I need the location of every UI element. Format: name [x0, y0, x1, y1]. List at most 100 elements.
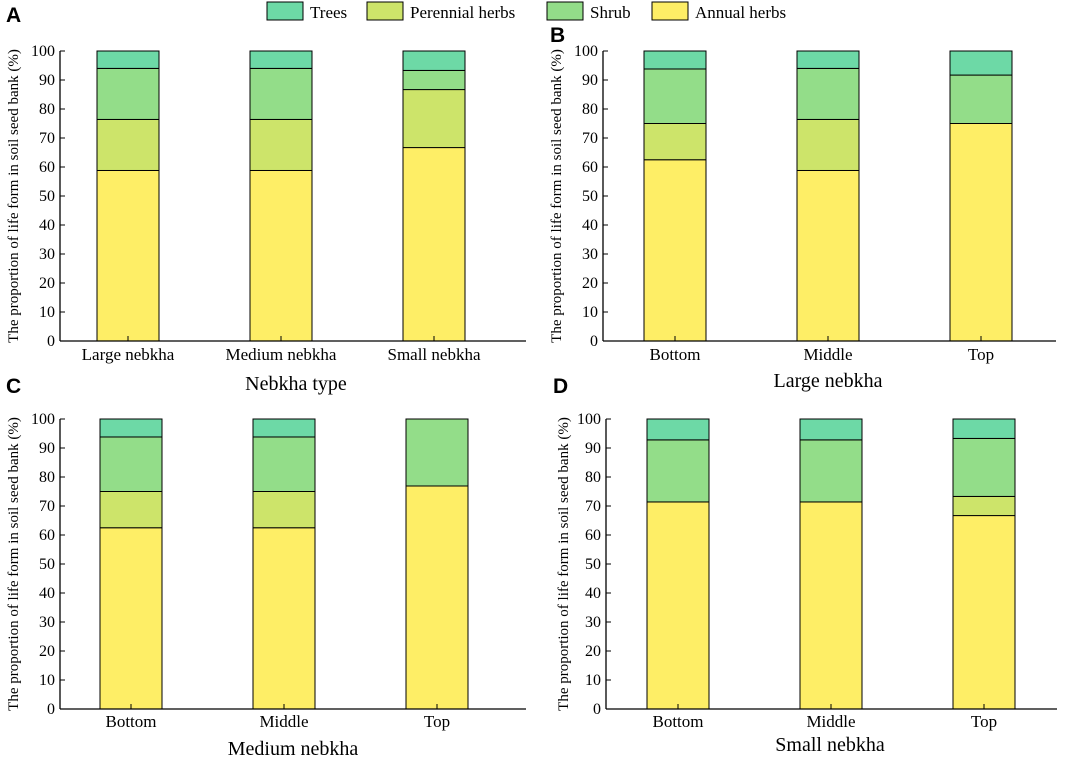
bar-stack [796, 50, 860, 342]
legend-swatch [651, 1, 689, 21]
bar-segment-shrub [646, 439, 710, 503]
y-tick-label: 50 [39, 188, 55, 205]
y-tick-label: 40 [582, 217, 598, 234]
legend-item-annual-herbs: Annual herbs [651, 1, 786, 22]
y-tick-label: 10 [585, 672, 601, 689]
bar-segment-annual-herbs [949, 123, 1013, 342]
bar-segment-perennial-herbs [252, 491, 316, 529]
y-ticks: 0 10 20 30 40 50 60 70 80 90 100 [577, 411, 611, 718]
x-category-label: Middle [259, 712, 308, 731]
y-tick-label: 40 [39, 217, 55, 234]
legend-item-perennial-herbs: Perennial herbs [366, 1, 515, 22]
panel-d: D 0 10 20 30 40 50 60 70 80 90 100 Bottom Middle Top Sm… [553, 375, 1057, 756]
panel-c: C 0 10 20 30 40 50 60 70 80 90 100 Bottom Middle Top Me… [6, 375, 526, 757]
x-category-label: Bottom [649, 345, 700, 364]
y-ticks: 0 10 20 30 40 50 60 70 80 90 100 [31, 411, 65, 718]
legend-label: Shrub [590, 3, 631, 22]
bar-stack [405, 418, 469, 710]
y-tick-label: 0 [593, 701, 601, 718]
y-tick-label: 70 [582, 130, 598, 147]
y-tick-label: 80 [582, 101, 598, 118]
y-tick-label: 30 [39, 246, 55, 263]
y-tick-label: 0 [47, 701, 55, 718]
bar-segment-shrub [249, 67, 313, 120]
y-tick-label: 30 [585, 614, 601, 631]
panel-a: A 0 10 20 30 40 50 60 70 80 90 100 Large nebkha Mediu… [6, 4, 526, 395]
bar-segment-annual-herbs [252, 527, 316, 710]
y-tick-label: 90 [582, 72, 598, 89]
bar-segment-perennial-herbs [402, 89, 466, 149]
legend-item-trees: Trees [266, 1, 347, 22]
bars [99, 418, 469, 710]
y-tick-label: 60 [582, 159, 598, 176]
x-axis-title: Medium nebkha [228, 738, 359, 757]
legend-label: Annual herbs [695, 3, 786, 22]
bar-stack [252, 418, 316, 710]
x-axis-title: Large nebkha [773, 370, 882, 392]
y-axis-title: The proportion of life form in soil seed… [549, 49, 565, 343]
x-category-label: Top [971, 712, 997, 731]
y-tick-label: 30 [39, 614, 55, 631]
bar-segment-shrub [796, 67, 860, 120]
y-tick-label: 50 [582, 188, 598, 205]
bars [643, 50, 1013, 342]
bar-segment-trees [96, 50, 160, 69]
bar-segment-perennial-herbs [96, 118, 160, 171]
y-tick-label: 100 [31, 43, 55, 60]
bar-segment-annual-herbs [249, 169, 313, 342]
panel-letter: D [553, 375, 568, 398]
bar-segment-trees [796, 50, 860, 69]
bar-segment-annual-herbs [796, 169, 860, 342]
x-category-label: Top [424, 712, 450, 731]
x-axis-title: Nebkha type [245, 373, 347, 395]
y-axis-title: The proportion of life form in soil seed… [556, 417, 572, 711]
bars [646, 418, 1016, 710]
bars [96, 50, 466, 342]
y-tick-label: 60 [39, 159, 55, 176]
y-tick-label: 10 [39, 672, 55, 689]
y-tick-label: 90 [39, 72, 55, 89]
y-tick-label: 40 [39, 585, 55, 602]
bar-segment-trees [646, 418, 710, 441]
legend: Trees Perennial herbs Shrub Annual herbs [266, 1, 786, 22]
bar-segment-shrub [643, 68, 707, 125]
bar-segment-annual-herbs [646, 501, 710, 710]
bar-segment-shrub [99, 436, 163, 493]
bar-segment-shrub [799, 439, 863, 503]
y-ticks: 0 10 20 30 40 50 60 70 80 90 100 [31, 43, 65, 350]
y-tick-label: 100 [31, 411, 55, 428]
bar-segment-annual-herbs [799, 501, 863, 710]
bar-segment-shrub [949, 74, 1013, 124]
bar-segment-trees [249, 50, 313, 69]
bar-segment-shrub [405, 418, 469, 487]
y-tick-label: 20 [585, 643, 601, 660]
x-axis-title: Small nebkha [775, 734, 885, 756]
bar-segment-annual-herbs [96, 169, 160, 342]
y-tick-label: 70 [39, 498, 55, 515]
bar-segment-annual-herbs [402, 147, 466, 342]
bar-stack [646, 418, 710, 710]
y-ticks: 0 10 20 30 40 50 60 70 80 90 100 [574, 43, 608, 350]
legend-label: Trees [310, 3, 347, 22]
bar-stack [99, 418, 163, 710]
x-category-label: Medium nebkha [226, 345, 337, 364]
y-tick-label: 60 [585, 527, 601, 544]
y-tick-label: 0 [47, 333, 55, 350]
x-category-label: Top [968, 345, 994, 364]
y-tick-label: 100 [577, 411, 601, 428]
bar-segment-trees [949, 50, 1013, 76]
bar-segment-shrub [952, 437, 1016, 497]
bar-segment-trees [252, 418, 316, 438]
y-tick-label: 90 [39, 440, 55, 457]
bar-segment-annual-herbs [952, 515, 1016, 710]
y-tick-label: 70 [39, 130, 55, 147]
legend-item-shrub: Shrub [546, 1, 631, 22]
bar-segment-perennial-herbs [796, 118, 860, 171]
y-tick-label: 20 [39, 643, 55, 660]
y-tick-label: 80 [585, 469, 601, 486]
x-category-label: Middle [803, 345, 852, 364]
y-tick-label: 70 [585, 498, 601, 515]
y-tick-label: 50 [585, 556, 601, 573]
bar-segment-annual-herbs [643, 159, 707, 342]
